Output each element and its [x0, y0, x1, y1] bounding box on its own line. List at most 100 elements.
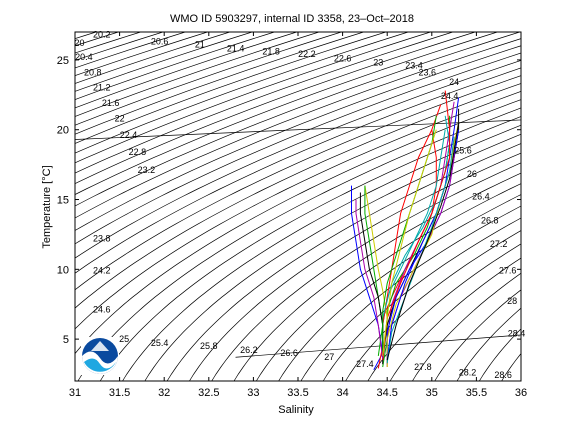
x-tick-label: 35.5 — [466, 387, 487, 399]
contour-label: 22.2 — [298, 49, 316, 59]
y-tick-label: 10 — [57, 264, 69, 276]
isopycnal-line — [542, 357, 563, 388]
contour-label: 20 — [74, 38, 84, 48]
contour-label: 28 — [507, 296, 517, 306]
x-tick-label: 36 — [515, 387, 527, 399]
isopycnal-line — [75, 32, 321, 117]
isopycnal-line — [75, 75, 521, 291]
contour-label: 20.2 — [93, 30, 111, 40]
isopycnal-line — [41, 25, 97, 43]
isopycnal-line — [434, 289, 521, 381]
noaa-logo — [81, 337, 119, 375]
isopycnal-line — [75, 32, 298, 109]
isopycnal-line — [75, 32, 432, 164]
x-tick-label: 31 — [69, 387, 81, 399]
contour-label: 25.4 — [151, 338, 169, 348]
chart-title: WMO ID 5903297, internal ID 3358, 23–Oct… — [170, 13, 414, 25]
contour-label: 21.2 — [93, 83, 111, 93]
isopycnal-line — [75, 32, 187, 69]
x-tick-label: 32 — [158, 387, 170, 399]
isopycnal-line — [75, 32, 365, 135]
isopycnal-line — [75, 32, 477, 185]
profile-line — [382, 115, 451, 354]
isopycnal-line — [75, 91, 521, 330]
contour-label: 21.4 — [227, 44, 245, 54]
contour-label: 22 — [115, 113, 125, 123]
profile-line — [386, 122, 460, 367]
x-tick-label: 33 — [247, 387, 259, 399]
contour-label: 23.6 — [419, 67, 437, 77]
isopycnal-line — [75, 52, 521, 245]
isopycnal-line — [75, 83, 521, 309]
x-tick-label: 34 — [336, 387, 348, 399]
profile-lines — [351, 90, 460, 371]
reference-line — [235, 334, 521, 358]
density-isopycnals — [40, 25, 563, 388]
x-tick-label: 33.5 — [287, 387, 308, 399]
contour-label: 26.4 — [472, 192, 490, 202]
contour-label: 24.2 — [93, 266, 111, 276]
isopycnal-line — [40, 25, 51, 29]
isopycnal-line — [75, 32, 388, 144]
x-tick-label: 32.5 — [198, 387, 219, 399]
isopycnal-line — [75, 32, 521, 207]
contour-label: 24 — [449, 77, 459, 87]
isopycnal-line — [211, 162, 521, 381]
isopycnal-line — [520, 332, 563, 388]
contour-label: 21.6 — [102, 98, 120, 108]
contour-label: 25.8 — [200, 341, 218, 351]
contour-label: 22.6 — [334, 53, 352, 63]
isopycnal-line — [75, 45, 521, 231]
isopycnal-line — [75, 32, 343, 126]
isopycnal-line — [40, 25, 74, 36]
profile-line — [386, 136, 455, 361]
isopycnal-line — [411, 272, 521, 381]
contour-label: 27.8 — [414, 362, 432, 372]
isopycnal-line — [75, 38, 521, 219]
isopycnal-line — [367, 243, 521, 381]
isopycnal-line — [478, 328, 521, 381]
contour-label: 28.4 — [508, 328, 526, 338]
contour-label: 21 — [195, 39, 205, 49]
y-tick-label: 5 — [63, 334, 69, 346]
isopycnal-line — [75, 32, 165, 61]
profile-line — [355, 199, 384, 359]
x-tick-label: 35 — [426, 387, 438, 399]
contour-label: 27.6 — [499, 266, 517, 276]
y-axis: 5 10 15 20 25 — [57, 55, 521, 346]
isopycnal-line — [389, 257, 521, 381]
profile-line — [386, 136, 455, 363]
contour-label: 20.6 — [151, 37, 169, 47]
x-tick-label: 31.5 — [109, 387, 130, 399]
isopycnal-line — [501, 353, 521, 381]
x-axis: 31 31.5 32 32.5 33 33.5 34 34.5 35 35.5 36 — [69, 32, 527, 399]
contour-label: 24.4 — [441, 91, 459, 101]
contour-label: 22.8 — [129, 147, 147, 157]
contour-label: 21.8 — [262, 46, 280, 56]
contour-label: 23.2 — [138, 165, 156, 175]
isopycnal-line — [75, 32, 209, 76]
y-tick-label: 15 — [57, 195, 69, 207]
profile-line — [382, 129, 437, 356]
contour-label: 23.4 — [405, 60, 423, 70]
contour-label: 22.4 — [120, 130, 138, 140]
contour-label: 26 — [467, 169, 477, 179]
contour-label: 24.6 — [93, 305, 111, 315]
contour-label: 26.6 — [280, 348, 298, 358]
isopycnal-line — [456, 307, 521, 381]
profile-line — [364, 185, 388, 354]
profile-line — [382, 90, 451, 361]
contour-label: 25.6 — [454, 146, 472, 156]
contour-label: 25 — [119, 334, 129, 344]
isopycnal-line — [75, 60, 521, 259]
contour-label: 20.8 — [84, 67, 102, 77]
contour-label: 28.6 — [494, 370, 512, 380]
contour-label: 26.8 — [481, 215, 499, 225]
y-tick-label: 25 — [57, 55, 69, 67]
isopycnal-line — [188, 152, 521, 381]
contour-label: 23.8 — [93, 233, 111, 243]
x-tick-label: 34.5 — [376, 387, 397, 399]
isopycnal-line — [233, 172, 521, 381]
profile-line — [386, 129, 460, 365]
profile-line — [364, 185, 384, 356]
